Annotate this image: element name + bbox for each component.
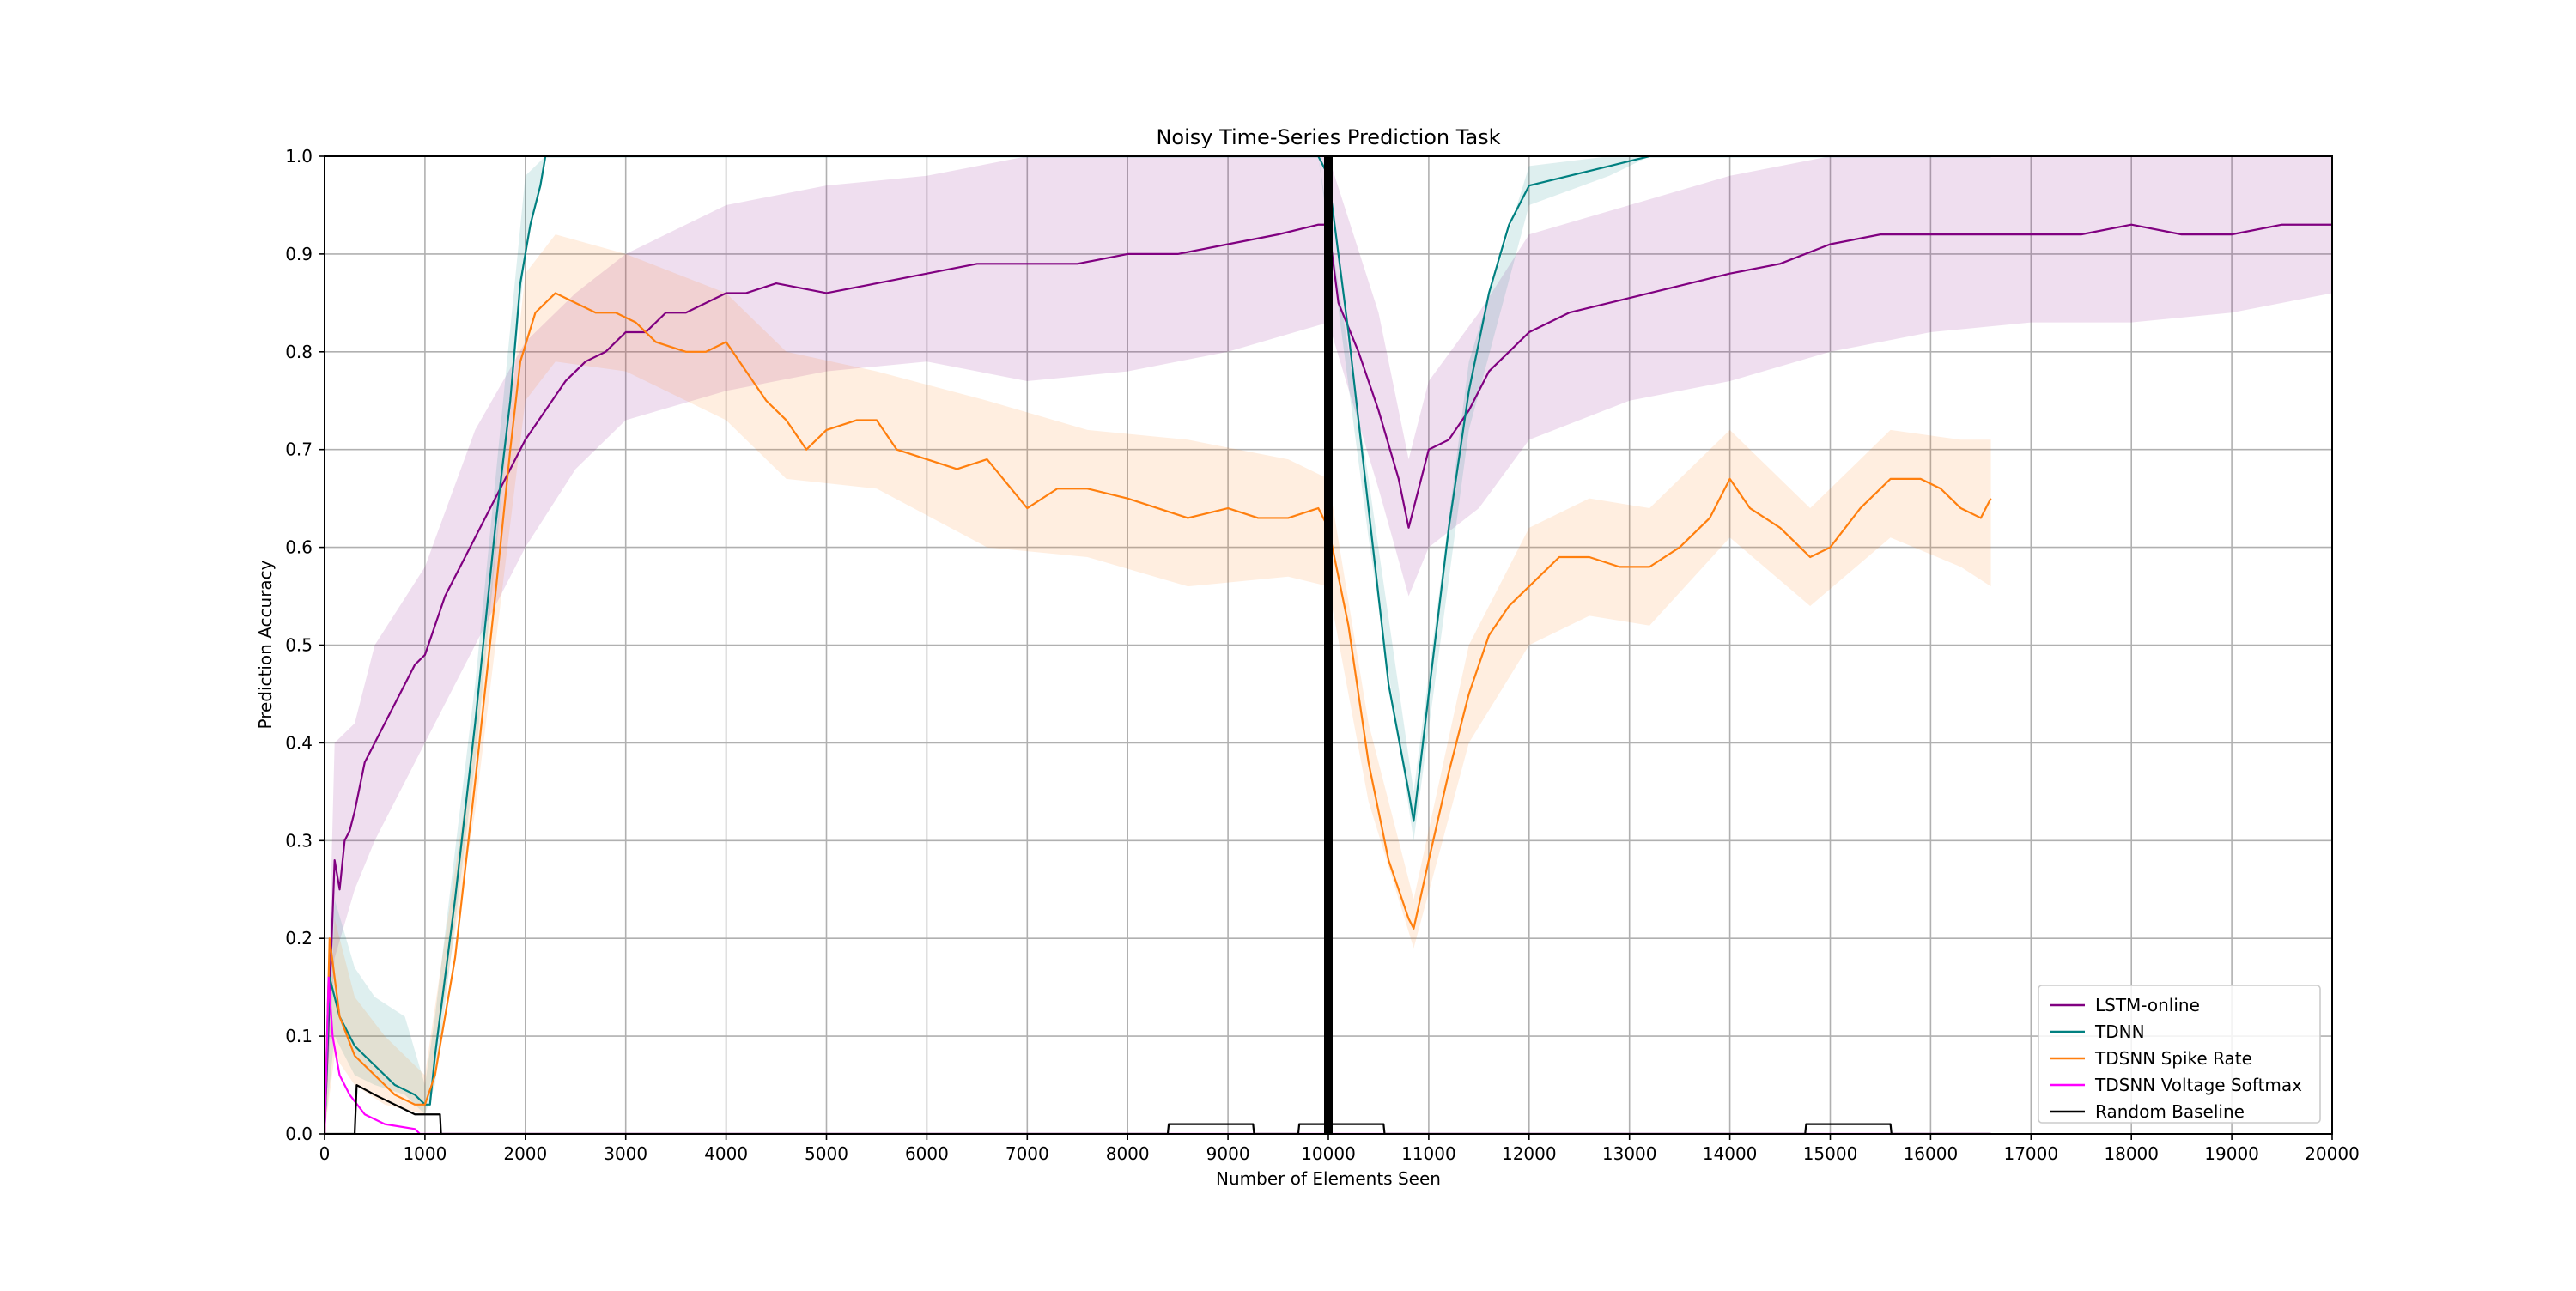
y-tick-label: 0.7	[285, 439, 313, 460]
legend: LSTM-online TDNN TDSNN Spike Rate TDSNN Vol…	[2038, 985, 2321, 1124]
series-lines	[325, 156, 2332, 1134]
legend-label: TDSNN Spike Rate	[2094, 1048, 2252, 1069]
x-tick-label: 7000	[1005, 1143, 1049, 1164]
series-line	[325, 1083, 1991, 1134]
y-tick-label: 0.6	[285, 537, 313, 558]
y-tick-label: 0.0	[285, 1124, 313, 1144]
y-tick-label: 0.5	[285, 635, 313, 656]
x-tick-label: 9000	[1206, 1143, 1250, 1164]
legend-label: TDNN	[2094, 1021, 2145, 1042]
x-tick-label: 12000	[1502, 1143, 1557, 1164]
legend-label: TDSNN Voltage Softmax	[2094, 1075, 2302, 1095]
x-tick-label: 11000	[1401, 1143, 1456, 1164]
series-line	[325, 976, 1991, 1134]
x-tick-label: 3000	[604, 1143, 647, 1164]
x-tick-label: 0	[319, 1143, 331, 1164]
confidence-bands	[325, 156, 2332, 1134]
series-line	[325, 156, 1991, 1134]
x-tick-label: 20000	[2305, 1143, 2360, 1164]
y-tick-label: 0.3	[285, 830, 313, 851]
axes-layer: 0 1000 2000 3000 4000 5000 6000 7000 8000 9000 100…	[285, 146, 2360, 1164]
legend-label: LSTM-online	[2095, 995, 2200, 1015]
series-line	[325, 292, 1992, 1134]
legend-label: Random Baseline	[2095, 1101, 2245, 1122]
x-tick-label: 14000	[1703, 1143, 1758, 1164]
x-tick-label: 15000	[1803, 1143, 1858, 1164]
x-tick-label: 10000	[1301, 1143, 1356, 1164]
x-tick-label: 8000	[1106, 1143, 1150, 1164]
x-axis-label: Number of Elements Seen	[1216, 1168, 1441, 1189]
x-tick-label: 16000	[1904, 1143, 1959, 1164]
x-tick-label: 17000	[2003, 1143, 2058, 1164]
x-tick-label: 18000	[2104, 1143, 2159, 1164]
legend-box	[2038, 985, 2321, 1124]
x-tick-label: 19000	[2204, 1143, 2259, 1164]
confidence-band	[325, 156, 2332, 1134]
y-axis-label: Prediction Accuracy	[255, 560, 276, 729]
x-tick-label: 2000	[503, 1143, 547, 1164]
y-tick-label: 0.4	[285, 732, 313, 753]
x-tick-label: 4000	[704, 1143, 748, 1164]
series-line	[325, 223, 2332, 1134]
y-tick-label: 0.2	[285, 928, 313, 949]
y-tick-label: 1.0	[285, 146, 313, 167]
x-tick-label: 6000	[905, 1143, 949, 1164]
y-tick-label: 0.9	[285, 244, 313, 264]
y-tick-label: 0.1	[285, 1026, 313, 1046]
x-tick-label: 1000	[403, 1143, 447, 1164]
x-tick-label: 5000	[805, 1143, 848, 1164]
x-tick-label: 13000	[1602, 1143, 1657, 1164]
chart-title: Noisy Time-Series Prediction Task	[1156, 125, 1500, 149]
y-tick-label: 0.8	[285, 342, 313, 362]
